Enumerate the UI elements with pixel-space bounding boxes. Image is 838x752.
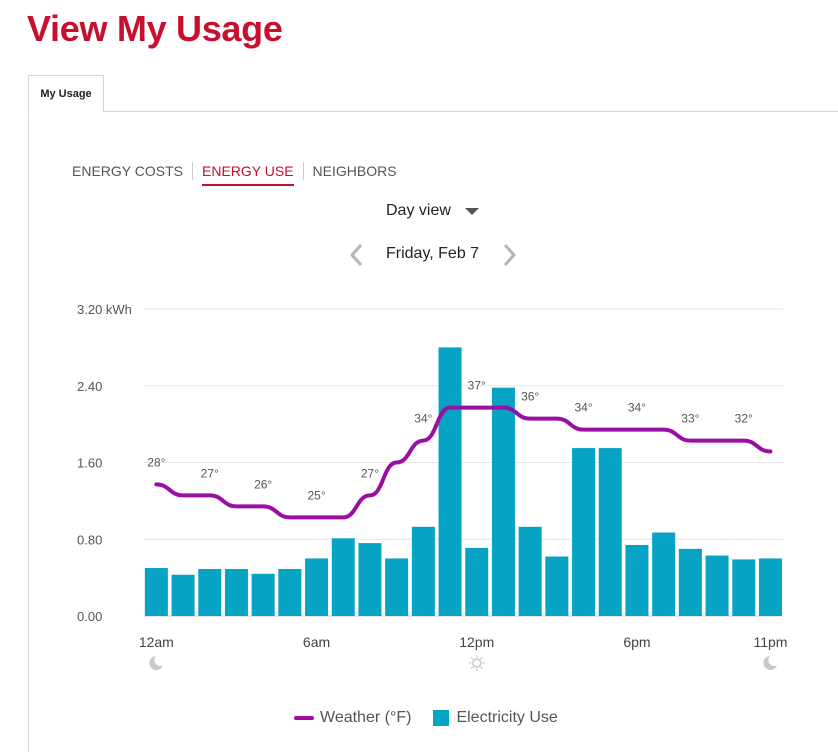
date-navigator: Friday, Feb 7 — [340, 240, 530, 270]
moon-icon — [149, 654, 167, 670]
electricity-bar — [652, 532, 676, 616]
electricity-bar — [358, 543, 382, 616]
temperature-label: 36° — [521, 390, 539, 404]
view-selector-label: Day view — [386, 202, 451, 219]
y-tick-label: 2.40 — [77, 379, 102, 394]
tab-strip: My Usage — [28, 75, 838, 113]
electricity-bar — [438, 347, 462, 616]
weather-line-swatch — [294, 716, 314, 720]
subnav-divider — [192, 162, 193, 180]
temperature-label: 34° — [628, 401, 646, 415]
electricity-bar — [465, 547, 489, 616]
y-tick-label: 0.80 — [77, 532, 102, 547]
electricity-bar — [144, 568, 168, 616]
electricity-bar — [385, 558, 409, 616]
temperature-label: 25° — [307, 488, 325, 502]
temperature-label: 28° — [147, 455, 165, 469]
subnav-divider — [302, 162, 304, 180]
y-tick-label: 3.20 kWh — [77, 302, 132, 317]
energy-use-chart: 0.00 0.80 1.60 2.40 3.20 kWh 28° 27° 26° 25° 27° 3… — [77, 302, 787, 671]
electricity-bar — [411, 526, 435, 616]
electricity-bar — [572, 448, 596, 616]
y-tick-label: 1.60 — [77, 456, 102, 471]
temperature-label: 26° — [254, 477, 272, 491]
electricity-bar — [278, 568, 302, 616]
chevron-right-icon[interactable] — [496, 242, 522, 268]
temperature-label: 32° — [735, 412, 753, 426]
chart-legend: Weather (°F) Electricity Use — [294, 708, 580, 728]
electricity-bar — [198, 568, 222, 616]
electricity-bar — [518, 526, 542, 616]
moon-icon — [763, 654, 781, 670]
subnav-neighbors[interactable]: NEIGHBORS — [312, 163, 397, 179]
date-label: Friday, Feb 7 — [386, 245, 480, 262]
x-tick-label: 11pm — [753, 634, 787, 650]
chevron-down-icon — [464, 207, 479, 215]
view-selector[interactable]: Day view — [386, 200, 479, 222]
temperature-label: 34° — [414, 412, 432, 426]
usage-subnav: ENERGY COSTS ENERGY USE NEIGHBORS — [72, 161, 397, 187]
legend-weather-label: Weather (°F) — [320, 709, 412, 726]
electricity-bar — [171, 574, 195, 616]
electricity-bar — [732, 559, 756, 616]
weather-line — [154, 405, 773, 520]
usage-panel — [28, 112, 838, 752]
sun-icon — [468, 655, 485, 671]
electricity-bar-swatch — [433, 710, 450, 726]
electricity-bar — [224, 568, 248, 616]
electricity-bar — [598, 448, 622, 616]
tab-divider — [103, 111, 838, 112]
y-tick-label: 0.00 — [77, 609, 102, 624]
electricity-bar — [678, 548, 702, 616]
electricity-bar — [545, 556, 569, 616]
legend-electricity[interactable]: Electricity Use — [433, 709, 558, 727]
page-title: View My Usage — [27, 8, 283, 49]
electricity-bar — [491, 387, 515, 616]
electricity-bar — [758, 558, 782, 616]
electricity-bar — [705, 555, 729, 616]
x-tick-label: 12am — [139, 634, 174, 650]
chevron-left-icon[interactable] — [344, 242, 370, 268]
electricity-bar — [305, 558, 329, 616]
x-tick-label: 6pm — [623, 634, 650, 650]
temperature-label: 33° — [681, 412, 699, 426]
x-tick-label: 12pm — [459, 634, 494, 650]
electricity-bar — [625, 545, 649, 616]
temperature-label: 34° — [574, 401, 592, 415]
legend-electricity-label: Electricity Use — [456, 709, 558, 726]
electricity-bar — [251, 573, 275, 616]
temperature-label: 27° — [361, 466, 379, 480]
legend-weather[interactable]: Weather (°F) — [294, 709, 411, 727]
subnav-energy-use[interactable]: ENERGY USE — [202, 161, 294, 186]
tab-my-usage[interactable]: My Usage — [28, 75, 104, 113]
x-tick-label: 6am — [303, 634, 330, 650]
temperature-label: 37° — [468, 379, 486, 393]
temperature-label: 27° — [201, 466, 219, 480]
subnav-energy-costs[interactable]: ENERGY COSTS — [72, 163, 183, 179]
electricity-bar — [331, 538, 355, 616]
